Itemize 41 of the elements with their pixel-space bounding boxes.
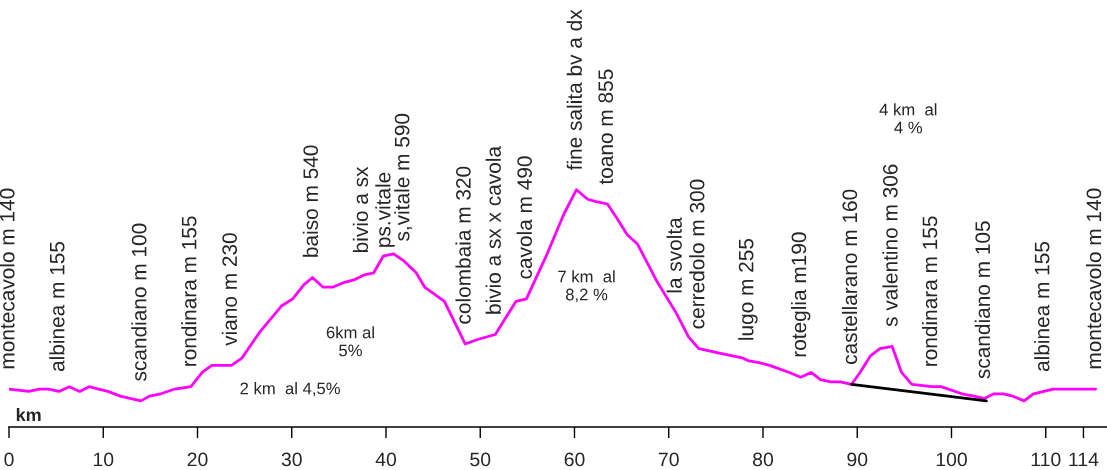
x-tick-label: 90	[847, 452, 868, 467]
annotation: 6km al 5%	[326, 326, 374, 357]
x-tick-label: 40	[375, 452, 397, 467]
annotation: roteglia m190	[790, 232, 811, 357]
annotation: colombaia m 320	[455, 166, 471, 324]
annotation: scandiano m 105	[974, 221, 991, 379]
annotation: cavola m 490	[516, 156, 533, 279]
annotation: rondinara m 155	[921, 216, 938, 366]
x-tick-label: 80	[753, 452, 774, 467]
annotation: bivio a sx x cavola	[485, 145, 501, 314]
annotation: albinea m 155	[49, 241, 65, 372]
x-tick-label: 50	[470, 452, 491, 467]
annotation: lugo m 255	[738, 238, 758, 340]
x-tick-label: 110	[1031, 452, 1061, 467]
x-tick-label: 100	[936, 452, 967, 467]
annotation: toano m 855	[598, 69, 614, 185]
annotation: montecavolo m 140	[0, 188, 15, 369]
x-tick-label: 20	[187, 452, 208, 467]
annotation: bivio a sx ps.vitale	[352, 166, 395, 253]
annotation: castellarano m 160	[841, 189, 858, 364]
annotation: baiso m 540	[302, 145, 319, 257]
annotation: scandiano m 100	[131, 223, 147, 381]
x-axis-title: km	[16, 408, 41, 422]
annotation: 2 km al 4,5%	[240, 382, 340, 397]
annotation: montecavolo m 140	[1085, 188, 1102, 369]
annotation: s valentino m 306	[882, 164, 898, 327]
x-tick-label: 30	[281, 452, 302, 467]
annotation: la svolta	[666, 217, 682, 293]
annotation: rondinara m 155	[181, 216, 197, 366]
text: 4 km al 4 %	[879, 103, 937, 134]
annotation: cerredolo m 300	[689, 179, 705, 329]
annotation: viano m 230	[221, 233, 238, 346]
annotation: s,vitale m 590	[394, 113, 412, 241]
x-tick-label: 0	[4, 452, 14, 467]
annotation: albinea m 155	[1034, 241, 1050, 372]
x-tick-label: 10	[93, 452, 114, 467]
x-tick-label: 114	[1069, 452, 1099, 467]
x-tick-label: 60	[564, 452, 585, 467]
annotation: fine salita bv a dx	[566, 9, 582, 171]
x-tick-label: 70	[658, 452, 679, 467]
annotation: 7 km al 8,2 %	[558, 270, 615, 303]
